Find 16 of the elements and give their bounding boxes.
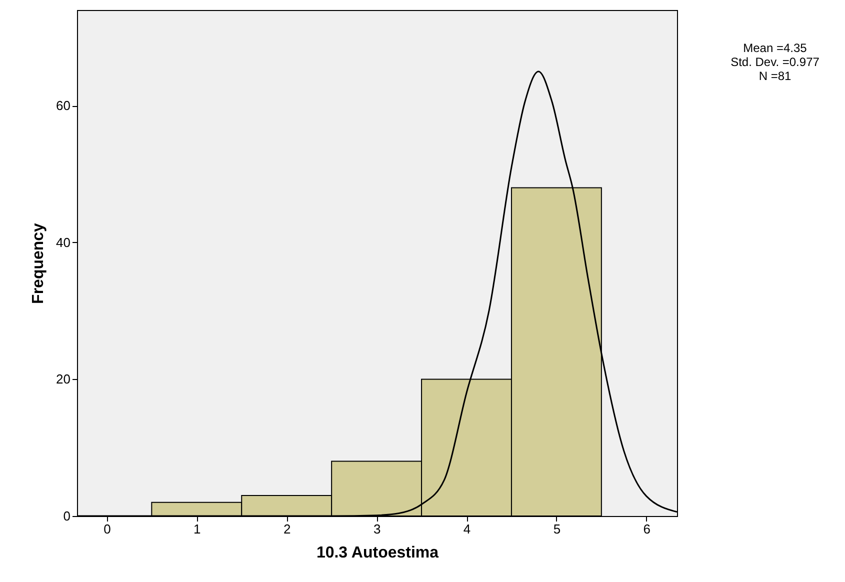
y-tick-label: 40	[56, 234, 70, 250]
y-tick-label: 0	[63, 508, 70, 524]
y-axis-title: Frequency	[30, 222, 48, 304]
x-tick-label: 1	[194, 522, 201, 536]
x-tick-label: 3	[373, 522, 381, 536]
text: Mean =4.35	[743, 41, 808, 55]
x-tick-label: 6	[643, 522, 651, 536]
x-tick-label: 5	[553, 522, 561, 536]
y-tick-label: 60	[56, 98, 70, 114]
x-tick-label: 2	[283, 522, 291, 536]
text: N =81	[758, 69, 792, 83]
y-tick-label: 20	[56, 372, 70, 387]
x-axis-title: 10.3 Autoestima	[316, 544, 439, 562]
x-tick-label: 4	[463, 522, 471, 536]
x-tick-label: 0	[104, 522, 111, 536]
text: Std. Dev. =0.977	[730, 55, 820, 69]
